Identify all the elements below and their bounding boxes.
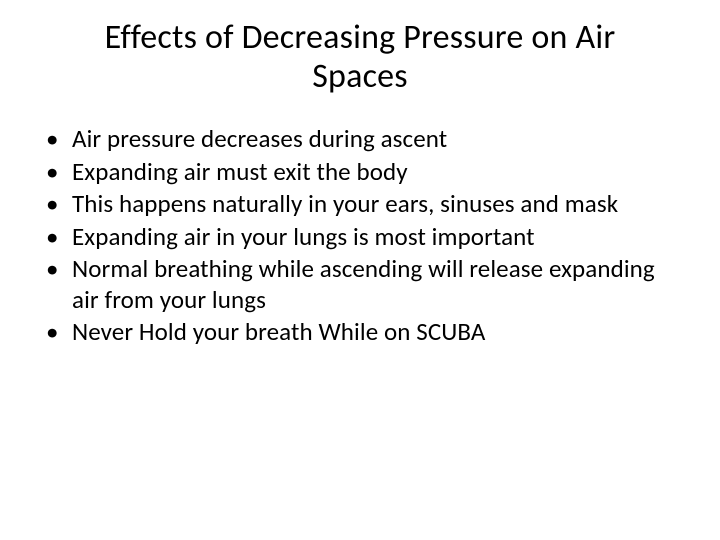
list-item: Expanding air in your lungs is most impo… xyxy=(44,222,686,253)
list-item: Air pressure decreases during ascent xyxy=(44,124,686,155)
slide-title: Effects of Decreasing Pressure on Air Sp… xyxy=(64,18,656,96)
list-item: Never Hold your breath While on SCUBA xyxy=(44,317,686,348)
bullet-list: Air pressure decreases during ascent Exp… xyxy=(34,124,686,348)
list-item: Normal breathing while ascending will re… xyxy=(44,254,686,315)
list-item: Expanding air must exit the body xyxy=(44,157,686,188)
list-item: This happens naturally in your ears, sin… xyxy=(44,189,686,220)
slide: Effects of Decreasing Pressure on Air Sp… xyxy=(0,0,720,540)
